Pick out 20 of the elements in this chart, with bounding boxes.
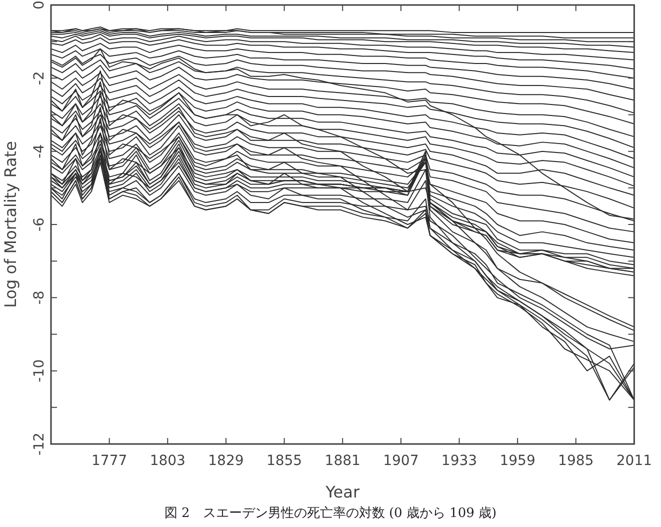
x-tick-label: 1777 [92, 453, 128, 470]
y-tick-label: -4 [32, 144, 48, 158]
y-tick-label: -12 [32, 432, 48, 456]
y-tick-label: -8 [32, 290, 48, 305]
y-tick-label: -10 [32, 359, 48, 382]
y-tick-label: -6 [32, 217, 48, 232]
x-tick-label: 2011 [616, 453, 652, 470]
x-tick-label: 1829 [208, 453, 244, 470]
caption: 図 2 スエーデン男性の死亡率の対数 (0 歳から 109 歳) [163, 505, 498, 523]
x-tick-label: 1907 [383, 453, 419, 470]
y-tick-label: 0 [32, 0, 48, 10]
y-tick-label: -2 [32, 71, 48, 86]
x-tick-label: 1855 [266, 453, 302, 470]
x-tick-label: 1803 [150, 453, 186, 470]
x-axis-title: Year [324, 482, 360, 502]
x-tick-label: 1985 [558, 453, 594, 470]
x-tick-label: 1881 [324, 453, 360, 470]
x-tick-label: 1959 [500, 453, 536, 470]
x-tick-label: 1933 [441, 453, 478, 470]
y-axis-title: Log of Mortality Rate [0, 141, 20, 308]
